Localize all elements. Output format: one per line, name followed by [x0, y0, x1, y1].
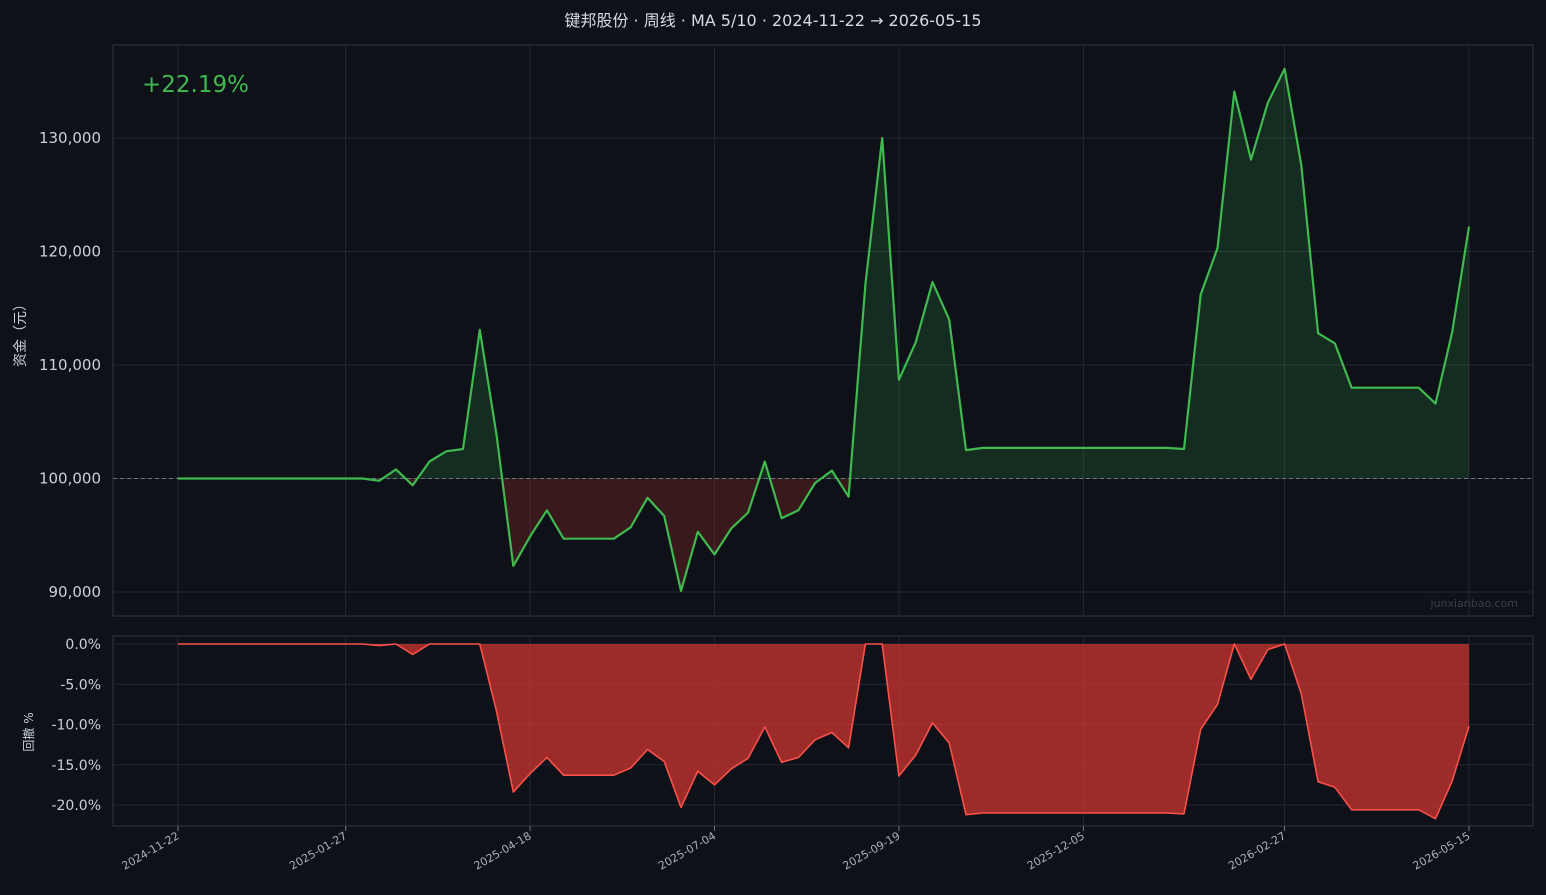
- drawdown-y-tick: 0.0%: [65, 637, 101, 653]
- equity-panel: 90,000 100,000 110,000 120,000 130,000 +22.1…: [13, 44, 1534, 617]
- x-tick-label: 2025-12-05: [1025, 829, 1087, 872]
- drawdown-panel: 0.0% -5.0% -10.0% -15.0% -20.0% 回撤 %: [21, 635, 1534, 827]
- equity-y-tick: 130,000: [39, 129, 101, 147]
- x-tick-labels: 2024-11-22 2025-01-27 2025-04-18 2025-07-04…: [120, 826, 1473, 873]
- equity-line: [178, 67, 1471, 592]
- x-tick-label: 2026-02-27: [1226, 829, 1288, 872]
- drawdown-y-tick-labels: 0.0% -5.0% -10.0% -15.0% -20.0%: [51, 637, 101, 814]
- x-tick-label: 2025-04-18: [472, 829, 534, 872]
- equity-y-tick-labels: 90,000 100,000 110,000 120,000 130,000: [39, 129, 101, 601]
- equity-y-tick: 90,000: [49, 583, 102, 601]
- drawdown-y-axis-label: 回撤 %: [21, 712, 36, 751]
- loss-area: [502, 478, 760, 591]
- equity-panel-frame: [112, 44, 1534, 617]
- x-tick-label: 2025-01-27: [287, 829, 349, 872]
- drawdown-y-tick: -5.0%: [60, 677, 101, 693]
- loss-area: [769, 478, 822, 519]
- x-tick-label: 2025-07-04: [656, 829, 718, 872]
- x-tick-label: 2024-11-22: [120, 829, 182, 872]
- chart-title: 键邦股份 · 周线 · MA 5/10 · 2024-11-22 → 2026-…: [564, 11, 981, 30]
- gain-area: [759, 461, 770, 479]
- drawdown-y-tick: -15.0%: [51, 758, 101, 774]
- drawdown-area: [178, 644, 1469, 819]
- equity-y-tick: 100,000: [39, 470, 101, 488]
- equity-y-axis-label: 资金（元）: [13, 297, 29, 367]
- gain-area: [382, 469, 406, 479]
- equity-y-tick: 110,000: [39, 356, 101, 374]
- watermark: junxianbao.com: [1429, 597, 1518, 610]
- gain-area: [417, 329, 503, 479]
- drawdown-y-tick: -20.0%: [51, 798, 101, 814]
- gain-area: [850, 68, 1469, 479]
- return-label: +22.19%: [142, 72, 249, 98]
- equity-y-tick: 120,000: [39, 243, 101, 261]
- drawdown-y-tick: -10.0%: [51, 718, 101, 734]
- x-tick-label: 2025-09-19: [841, 829, 903, 872]
- x-tick-label: 2026-05-15: [1411, 829, 1473, 872]
- drawdown-line: [178, 643, 1470, 820]
